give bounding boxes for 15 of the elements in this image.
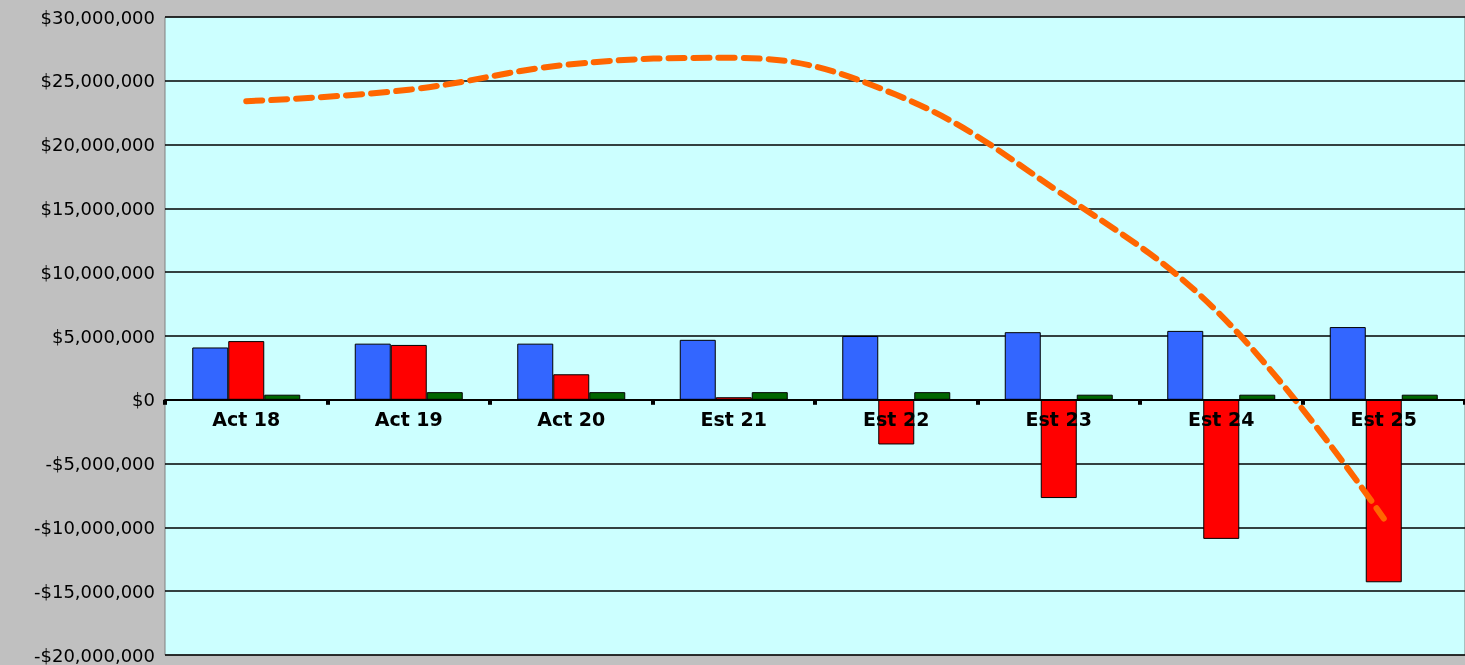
x-tick-label: Est 21 (700, 408, 767, 431)
y-tick-label: -$5,000,000 (45, 453, 155, 475)
y-tick-label: $0 (132, 389, 155, 411)
y-tick-label: $30,000,000 (40, 6, 155, 28)
y-tick-label: -$15,000,000 (33, 580, 155, 602)
y-tick-label: $10,000,000 (40, 261, 155, 283)
y-tick-label: $5,000,000 (51, 325, 155, 347)
x-tick-label: Act 19 (374, 408, 443, 431)
y-tick-label: $15,000,000 (40, 197, 155, 219)
y-tick-label: -$20,000,000 (33, 644, 155, 665)
y-tick-label: $20,000,000 (40, 134, 155, 156)
y-tick-label: $25,000,000 (40, 70, 155, 92)
x-tick-label: Act 20 (537, 408, 606, 431)
y-tick-label: -$10,000,000 (33, 516, 155, 538)
x-tick-label: Act 18 (212, 408, 281, 431)
